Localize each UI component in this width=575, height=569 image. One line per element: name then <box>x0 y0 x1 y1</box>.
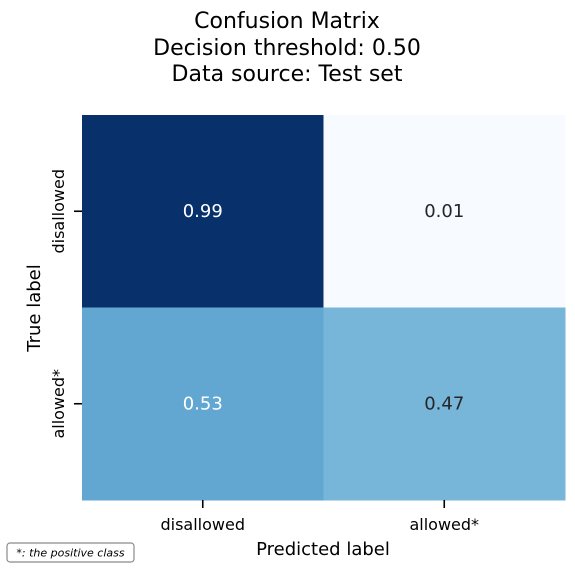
heatmap-cell-label-0-0: 0.99 <box>183 201 223 222</box>
y-tick-label-1: allowed* <box>49 369 68 439</box>
title-line-3: Data source: Test set <box>172 62 403 87</box>
heatmap-cell-0-1 <box>323 115 566 308</box>
heatmap-cell-label-1-0: 0.53 <box>183 393 223 414</box>
y-axis-label: True label <box>24 264 45 353</box>
y-axis-ticks: disallowed allowed* <box>49 169 82 439</box>
chart-title: Confusion Matrix Decision threshold: 0.5… <box>153 9 421 87</box>
x-tick-label-1: allowed* <box>409 515 479 534</box>
title-line-2: Decision threshold: 0.50 <box>153 36 421 61</box>
heatmap-cell-labels: 0.99 0.01 0.53 0.47 <box>183 201 465 415</box>
heatmap-cell-0-0 <box>82 115 324 308</box>
x-axis-label: Predicted label <box>256 539 390 560</box>
footnote-text: *: the positive class <box>16 547 124 560</box>
x-tick-label-0: disallowed <box>160 515 245 534</box>
heatmap-cell-label-0-1: 0.01 <box>424 201 464 222</box>
footnote-box: *: the positive class <box>6 542 135 563</box>
x-axis-ticks: disallowed allowed* <box>160 500 479 534</box>
title-line-1: Confusion Matrix <box>194 9 380 34</box>
footnote-frame <box>6 542 135 563</box>
heatmap-cell-1-0 <box>82 307 324 501</box>
y-tick-label-0: disallowed <box>49 169 68 254</box>
heatmap-cell-1-1 <box>323 307 566 501</box>
heatmap-cell-label-1-1: 0.47 <box>424 393 464 414</box>
heatmap-cells <box>82 115 566 501</box>
